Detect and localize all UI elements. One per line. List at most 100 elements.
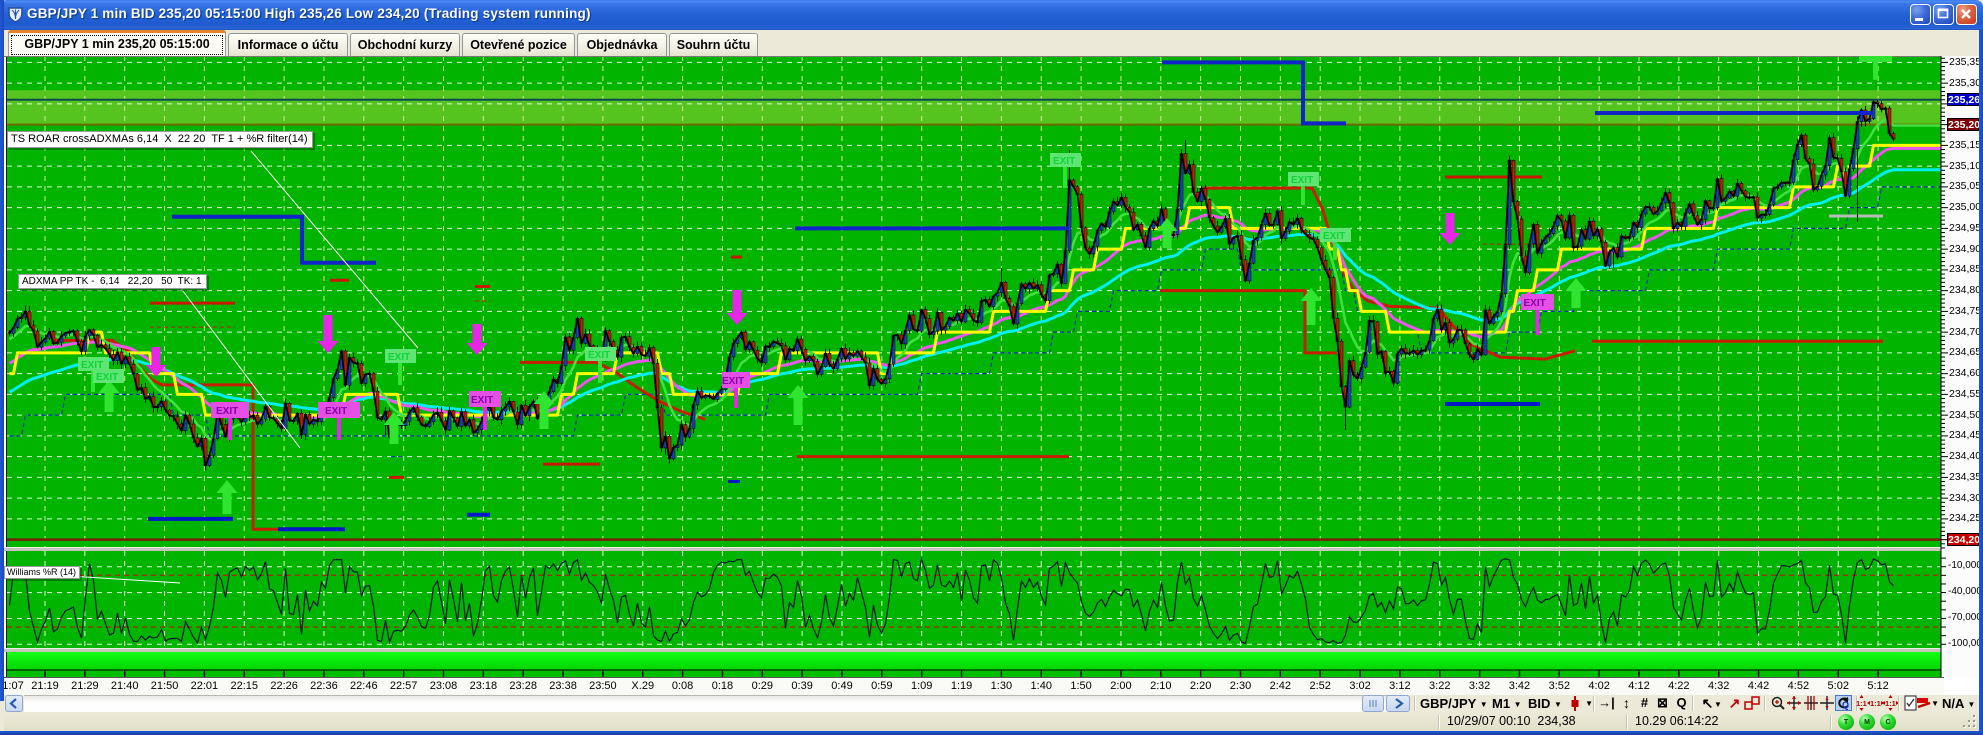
app-logo-icon — [8, 7, 23, 23]
time-tick-label: 5:02 — [1827, 680, 1849, 692]
time-tick-label: 22:46 — [350, 680, 378, 692]
time-tick-label: 4:22 — [1668, 680, 1690, 692]
time-tick-label: 0:59 — [871, 680, 893, 692]
time-tick-label: 1:19 — [950, 680, 973, 692]
price-tick-label: 234,75 — [1949, 304, 1979, 317]
cross-grid-icon[interactable] — [1819, 695, 1836, 712]
price-tick-label: 234,45 — [1949, 429, 1979, 442]
quote-icon[interactable]: Q — [1676, 695, 1687, 710]
time-tick-label: 2:00 — [1110, 680, 1132, 692]
oscillator-tick-label: -100,000 — [1948, 637, 1979, 649]
price-tick-label: 234,25 — [1949, 512, 1979, 525]
time-tick-label: 22:36 — [310, 680, 338, 692]
chart-area[interactable]: EXIT EXIT EXIT EXIT EXIT EXIT EXIT EXIT EXIT EXIT… — [2, 56, 1979, 695]
toolbar: GBP/JPY ▼ M1 ▼ BID ▼ ▼ →| ↕ # ⊠ Q ↖ ▼ ↗ Q 1:1 1:1 1:1 ▼ N… — [4, 695, 1979, 713]
toolbar-separator — [1764, 696, 1766, 711]
draw-order-icon[interactable]: ▼ — [1917, 695, 1939, 712]
price-tick-label: 234,40 — [1949, 450, 1979, 463]
tab-account-info[interactable]: Informace o účtu — [228, 33, 348, 56]
connection-status-icon: C — [1880, 714, 1896, 730]
price-tick-label: 234,55 — [1949, 387, 1979, 400]
cursor-dropdown-icon[interactable]: ▼ — [1714, 700, 1722, 709]
price-tick-label: 235,15 — [1949, 138, 1979, 151]
time-tick-label: 0:29 — [751, 680, 774, 692]
time-tick-label: 3:22 — [1429, 680, 1451, 692]
report-icon[interactable] — [1903, 695, 1920, 712]
period-dropdown[interactable]: M1 ▼ — [1492, 696, 1522, 711]
time-tick-label: 2:20 — [1189, 680, 1212, 692]
refresh-view-icon[interactable]: Q — [1835, 695, 1852, 711]
status-price: 234,38 — [1537, 714, 1576, 728]
time-tick-label: 21:50 — [150, 680, 179, 692]
svg-text:EXIT: EXIT — [81, 360, 103, 371]
price-tick-label: 235,35 — [1949, 56, 1979, 68]
price-tick-label: 234,60 — [1949, 367, 1979, 380]
tab-order[interactable]: Objednávka — [577, 33, 667, 56]
oscillator-tick-label: -70,000 — [1948, 611, 1979, 623]
price-tick-label: 234,50 — [1949, 408, 1979, 421]
time-tick-label: 23:18 — [469, 680, 498, 692]
time-axis[interactable]: 1:07 21:19 21:29 21:40 21:50 22:01 22:15 22:26 2… — [2, 677, 1944, 695]
cross-center-icon[interactable] — [1786, 695, 1803, 712]
tab-trading-rates[interactable]: Obchodní kurzy — [350, 33, 460, 56]
oscillator-tick-label: -10,000 — [1948, 560, 1979, 572]
scale-horizontal-icon[interactable]: 1:1 — [1867, 695, 1884, 712]
scroll-right-button[interactable] — [1386, 695, 1410, 712]
time-tick-label: 21:19 — [31, 680, 59, 692]
time-tick-label: 1:40 — [1030, 680, 1052, 692]
zoom-in-icon[interactable] — [1770, 695, 1787, 712]
maximize-button[interactable] — [1933, 4, 1954, 25]
quote-side-dropdown[interactable]: BID ▼ — [1528, 696, 1562, 711]
scrollbar-thumb[interactable] — [1362, 695, 1384, 712]
goto-end-icon[interactable]: →| — [1598, 695, 1615, 710]
crosshair-icon[interactable]: ↗ — [1728, 695, 1741, 711]
window-title: GBP/JPY 1 min BID 235,20 05:15:00 High 2… — [27, 6, 591, 21]
price-highlight-234_20: 234,20 — [1947, 532, 1979, 546]
tab-bar: GBP/JPY 1 min 235,20 05:15:00 Informace … — [4, 30, 1979, 56]
tab-open-positions[interactable]: Otevřené pozice — [462, 33, 575, 56]
grid-icon[interactable]: # — [1640, 695, 1649, 710]
chart-style-icon[interactable]: ▼ — [1568, 695, 1593, 712]
time-tick-label: X.29 — [631, 680, 655, 692]
tab-account-summary[interactable]: Souhrn účtu — [669, 33, 758, 56]
cross-move-icon[interactable] — [1803, 695, 1820, 712]
connection-status-icon: T — [1838, 714, 1854, 730]
price-tick-label: 235,05 — [1949, 180, 1979, 193]
cursor-icon[interactable]: ↖ — [1701, 695, 1714, 711]
time-scrollbar-track[interactable] — [24, 695, 1406, 712]
title-bar[interactable]: GBP/JPY 1 min BID 235,20 05:15:00 High 2… — [0, 0, 1983, 30]
price-tick-label: 234,85 — [1949, 263, 1979, 276]
scroll-left-button[interactable] — [5, 695, 23, 712]
svg-text:EXIT: EXIT — [96, 372, 118, 383]
time-tick-label: 1:09 — [910, 680, 933, 692]
tab-chart[interactable]: GBP/JPY 1 min 235,20 05:15:00 — [8, 30, 226, 56]
time-tick-label: 22:26 — [270, 680, 298, 692]
grid-off-icon[interactable]: ⊠ — [1657, 695, 1668, 710]
price-tick-label: 235,00 — [1949, 201, 1979, 214]
time-tick-label: 3:12 — [1389, 680, 1411, 692]
fit-vertical-icon[interactable]: ↕ — [1623, 695, 1630, 711]
symbol-dropdown[interactable]: GBP/JPY ▼ — [1420, 696, 1488, 711]
resize-grip[interactable] — [1963, 715, 1978, 730]
time-tick-label: 1:50 — [1070, 680, 1092, 692]
time-tick-label: 4:42 — [1747, 680, 1770, 692]
scale-vertical-icon[interactable]: 1:1 — [1853, 695, 1870, 712]
minimize-button[interactable] — [1910, 4, 1931, 25]
price-tick-label: 234,65 — [1949, 346, 1979, 359]
time-tick-label: 22:01 — [190, 680, 219, 692]
time-tick-label: 2:30 — [1229, 680, 1252, 692]
toolbar-separator — [1692, 696, 1694, 711]
price-highlight-235_20: 235,20 — [1947, 117, 1979, 131]
time-tick-label: 23:50 — [589, 680, 617, 692]
link-windows-icon[interactable] — [1744, 695, 1761, 712]
svg-text:EXIT: EXIT — [325, 406, 347, 417]
svg-text:1:1: 1:1 — [1856, 699, 1867, 708]
price-axis[interactable]: 235,35 235,30 235,15 235,10 235,05 235,00 234,… — [1944, 56, 1979, 695]
close-button[interactable] — [1956, 4, 1977, 25]
na-dropdown[interactable]: N/A ▼ — [1942, 696, 1976, 711]
toolbar-separator — [1593, 696, 1595, 711]
scale-both-icon[interactable]: 1:1 — [1882, 695, 1899, 712]
